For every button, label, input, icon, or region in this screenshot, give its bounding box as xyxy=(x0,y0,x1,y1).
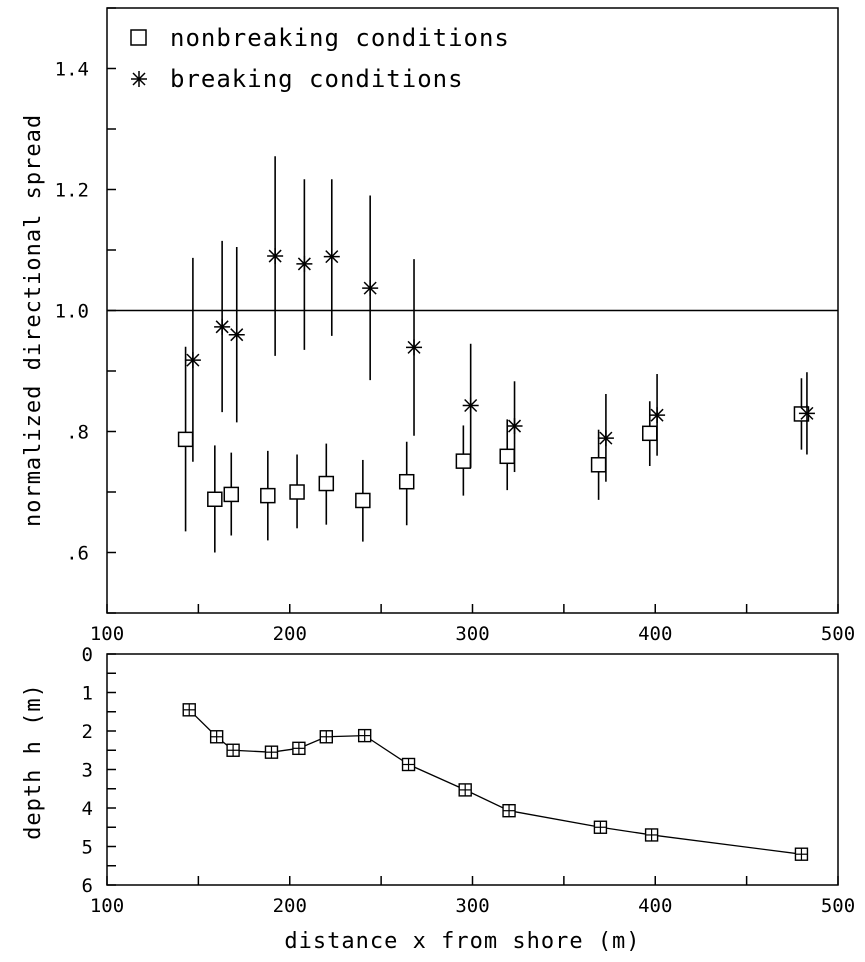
nonbreaking-point xyxy=(223,486,240,503)
nonbreaking-point xyxy=(355,492,371,509)
depth-point xyxy=(644,828,659,842)
depth-point xyxy=(226,743,240,757)
legend-asterisk-icon xyxy=(131,71,147,87)
spread-markers xyxy=(177,248,815,509)
spread-x-tick-label: 500 xyxy=(821,623,855,645)
breaking-point xyxy=(296,255,313,272)
nonbreaking-point xyxy=(455,453,472,469)
nonbreaking-point xyxy=(289,484,305,500)
depth-x-tick-label: 400 xyxy=(638,895,672,917)
depth-point xyxy=(209,730,224,744)
nonbreaking-point xyxy=(318,475,335,492)
nonbreaking-point xyxy=(590,457,607,473)
spread-x-tick-label: 300 xyxy=(455,623,489,645)
depth-point xyxy=(319,730,333,744)
breaking-point xyxy=(228,326,245,343)
spread-y-tick-label: 1.2 xyxy=(55,180,89,202)
spread-y-tick-label: 1.4 xyxy=(55,59,89,81)
depth-profile-line xyxy=(188,709,802,855)
depth-y-tick-label: 4 xyxy=(82,798,93,820)
depth-y-tick-label: 6 xyxy=(82,875,93,897)
breaking-point xyxy=(597,430,614,447)
breaking-point xyxy=(462,397,479,414)
depth-y-tick-label: 2 xyxy=(82,721,93,743)
depth-point xyxy=(292,741,306,756)
breaking-point xyxy=(214,318,231,335)
legend-square-icon xyxy=(130,29,147,46)
spread-x-tick-label: 400 xyxy=(638,623,672,645)
spread-panel: 100 200 300 400 500 .6 .8 1.0 1.2 1.4 nonbreaking… xyxy=(21,7,855,645)
breaking-point xyxy=(506,418,523,435)
nonbreaking-point xyxy=(177,431,194,448)
nonbreaking-point xyxy=(207,491,223,508)
spread-y-axis-title: normalized directional spread xyxy=(21,114,46,527)
depth-x-tick-label: 300 xyxy=(455,895,489,917)
depth-markers xyxy=(182,703,809,861)
spread-x-tick-label: 200 xyxy=(273,623,307,645)
depth-y-tick-label: 1 xyxy=(82,683,93,705)
depth-point xyxy=(182,703,196,717)
breaking-point xyxy=(406,339,423,356)
nonbreaking-point xyxy=(499,448,515,465)
depth-panel: 100 200 300 400 500 0 1 2 3 4 5 6 depth h (m) dista… xyxy=(21,644,855,954)
depth-x-tick-label: 500 xyxy=(821,895,855,917)
depth-y-tick-label: 5 xyxy=(82,837,93,859)
legend: nonbreaking conditions breaking conditio… xyxy=(130,24,510,93)
nonbreaking-point xyxy=(398,473,415,490)
depth-y-tick-label: 0 xyxy=(82,644,93,666)
depth-point xyxy=(357,728,372,743)
spread-axis-ticks: 100 200 300 400 500 .6 .8 1.0 1.2 1.4 xyxy=(55,7,855,645)
legend-label-breaking: breaking conditions xyxy=(170,65,464,93)
nonbreaking-point xyxy=(260,487,276,504)
depth-point xyxy=(458,783,472,797)
depth-point xyxy=(401,757,416,772)
breaking-point xyxy=(798,405,815,422)
breaking-point xyxy=(184,352,201,369)
spread-y-tick-label: .8 xyxy=(66,422,89,444)
depth-point xyxy=(264,745,279,759)
depth-plot-frame xyxy=(106,653,839,886)
depth-axis-ticks: 100 200 300 400 500 0 1 2 3 4 5 6 xyxy=(82,644,856,917)
depth-point xyxy=(794,847,809,861)
spread-y-tick-label: 1.0 xyxy=(55,301,89,323)
breaking-point xyxy=(362,280,379,297)
nonbreaking-point xyxy=(642,425,658,442)
depth-x-axis-title: distance x from shore (m) xyxy=(284,929,640,954)
depth-y-tick-label: 3 xyxy=(82,760,93,782)
spread-error-bars xyxy=(184,156,808,553)
breaking-point xyxy=(323,248,340,265)
breaking-point xyxy=(267,248,284,265)
legend-label-nonbreaking: nonbreaking conditions xyxy=(170,24,510,52)
depth-point xyxy=(502,803,516,818)
spread-x-tick-label: 100 xyxy=(90,623,124,645)
depth-point xyxy=(593,820,608,834)
depth-x-tick-label: 100 xyxy=(90,895,124,917)
depth-x-tick-label: 200 xyxy=(273,895,307,917)
breaking-point xyxy=(649,407,666,424)
spread-y-tick-label: .6 xyxy=(66,543,89,565)
depth-y-axis-title: depth h (m) xyxy=(21,683,46,840)
